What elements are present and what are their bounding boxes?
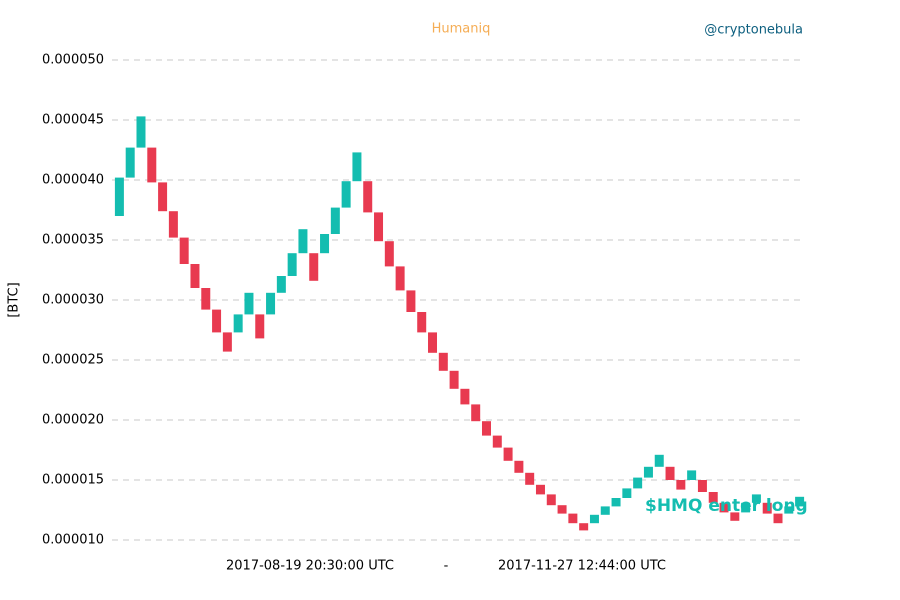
renko-brick	[449, 370, 459, 389]
y-tick-label: 0.000045	[42, 113, 104, 128]
renko-brick	[460, 388, 470, 405]
y-tick-label: 0.000020	[42, 413, 104, 428]
x-range-separator: -	[444, 559, 449, 574]
renko-brick	[395, 266, 405, 291]
renko-brick	[633, 477, 643, 489]
renko-brick	[471, 404, 481, 422]
renko-brick	[276, 276, 286, 293]
source-credit: @cryptonebula	[704, 23, 803, 38]
y-tick-label: 0.000050	[42, 53, 104, 68]
renko-brick	[514, 460, 524, 473]
y-tick-label: 0.000015	[42, 473, 104, 488]
y-tick-label: 0.000040	[42, 173, 104, 188]
renko-brick	[535, 484, 545, 495]
renko-brick	[579, 523, 589, 531]
renko-brick	[611, 498, 621, 507]
renko-brick	[525, 472, 535, 485]
renko-brick	[212, 309, 222, 333]
renko-brick	[363, 181, 373, 213]
renko-brick	[201, 288, 211, 310]
renko-brick	[719, 502, 729, 513]
renko-brick	[546, 494, 556, 506]
renko-brick	[266, 292, 276, 315]
renko-brick	[622, 488, 632, 498]
renko-brick	[665, 466, 675, 480]
y-tick-label: 0.000025	[42, 353, 104, 368]
renko-brick	[244, 292, 254, 315]
renko-brick	[676, 480, 686, 490]
y-axis-label: [BTC]	[7, 282, 22, 317]
renko-brick	[428, 332, 438, 353]
renko-brick	[557, 505, 567, 514]
renko-brick	[654, 454, 664, 467]
renko-brick	[773, 513, 783, 524]
y-tick-label: 0.000035	[42, 233, 104, 248]
renko-brick	[341, 181, 351, 208]
renko-brick	[481, 421, 491, 436]
renko-brick	[568, 513, 578, 524]
renko-brick	[147, 147, 157, 183]
renko-brick	[222, 332, 232, 352]
renko-brick	[255, 314, 265, 339]
renko-brick	[784, 506, 794, 514]
renko-brick	[158, 182, 168, 212]
renko-brick	[751, 494, 761, 503]
renko-brick	[374, 212, 384, 242]
renko-brick	[697, 480, 707, 492]
chart-title: Humaniq	[432, 22, 491, 37]
renko-brick	[741, 502, 751, 513]
renko-brick	[136, 116, 146, 148]
renko-brick	[589, 514, 599, 524]
renko-brick	[708, 492, 718, 503]
renko-brick	[352, 152, 362, 182]
renko-brick	[417, 312, 427, 333]
renko-brick	[643, 466, 653, 478]
renko-brick	[125, 147, 135, 178]
renko-brick	[384, 241, 394, 267]
renko-brick	[287, 253, 297, 276]
renko-brick	[168, 211, 178, 238]
annotation: $HMQ enter long	[645, 496, 808, 516]
renko-brick	[309, 253, 319, 281]
x-range-start: 2017-08-19 20:30:00 UTC	[226, 559, 394, 574]
renko-brick	[687, 470, 697, 480]
renko-brick	[406, 290, 416, 312]
renko-brick	[438, 352, 448, 371]
renko-brick	[114, 177, 124, 216]
x-range-end: 2017-11-27 12:44:00 UTC	[498, 559, 666, 574]
renko-brick	[795, 496, 805, 507]
renko-brick	[233, 314, 243, 333]
renko-brick	[730, 512, 740, 521]
renko-brick	[298, 229, 308, 254]
y-tick-label: 0.000030	[42, 293, 104, 308]
renko-brick	[179, 237, 189, 264]
renko-brick	[600, 506, 610, 515]
y-tick-label: 0.000010	[42, 533, 104, 548]
renko-brick	[320, 234, 330, 254]
renko-brick	[330, 207, 340, 234]
renko-brick	[762, 502, 772, 514]
renko-brick	[503, 447, 513, 461]
renko-brick	[492, 435, 502, 448]
renko-brick	[190, 264, 200, 288]
